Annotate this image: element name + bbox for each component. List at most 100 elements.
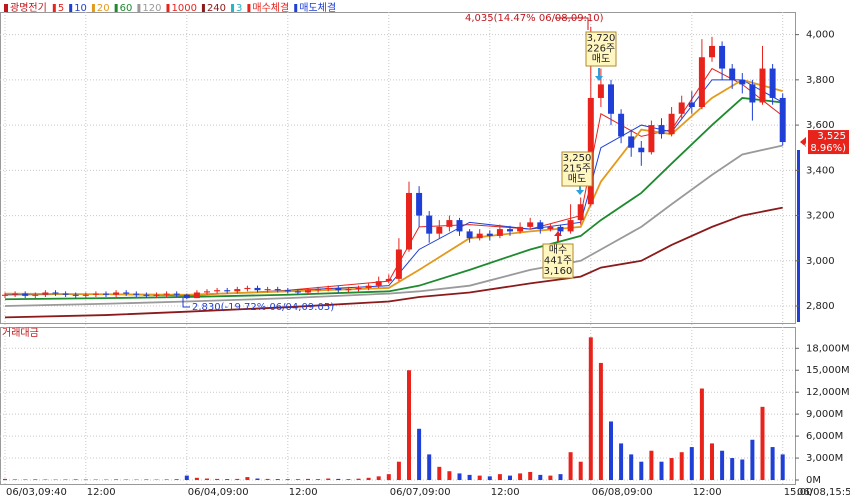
candle-body (52, 292, 59, 294)
candle-body (709, 45, 715, 58)
candle-body (123, 292, 130, 294)
x-tick-label: 12:00 (87, 487, 116, 498)
volume-bar (43, 479, 48, 480)
candle-body (749, 84, 756, 103)
trade-text: 매도 (592, 53, 610, 65)
candle-body (22, 293, 29, 296)
low-note-line (182, 298, 190, 308)
volume-bar (598, 362, 603, 480)
volume-bar (194, 477, 199, 480)
candle-body (537, 222, 544, 230)
y-tick-label: 3,000M (806, 453, 843, 464)
candle-body (517, 226, 524, 232)
volume-label: 거래대금 (2, 327, 39, 339)
candle-body (82, 294, 89, 296)
volume-bar (558, 474, 563, 480)
volume-bar (609, 421, 613, 480)
volume-bar (386, 474, 391, 480)
price-panel (0, 12, 796, 324)
volume-bar (114, 479, 119, 480)
volume-bar (750, 439, 755, 480)
y-tick-label: 3,600 (806, 120, 835, 131)
legend-label: 20 (97, 3, 110, 14)
trade-text: 3,160 (544, 266, 573, 277)
legend-label: 매도체결 (299, 2, 336, 14)
volume-bar (13, 479, 18, 480)
candle-body (224, 290, 231, 292)
legend-marker (4, 4, 8, 12)
legend-swatch (69, 4, 73, 12)
volume-bar (457, 473, 462, 480)
volume-bar (306, 478, 310, 480)
candle-body (42, 292, 49, 295)
volume-bar (639, 461, 644, 480)
legend-label: 3 (236, 3, 242, 14)
candle-body (234, 289, 241, 292)
volume-bar (679, 452, 684, 480)
candle-body (214, 290, 221, 292)
volume-bar (780, 454, 785, 480)
volume-bar (528, 471, 533, 480)
candle-body (507, 229, 513, 232)
candle-body (486, 233, 493, 236)
volume-bar (346, 479, 351, 480)
volume-bar (477, 475, 482, 480)
candle-body (476, 233, 483, 239)
y-tick-label: 9,000M (806, 409, 843, 420)
sell-arrow (576, 182, 584, 195)
y-tick-label: 18,000M (806, 343, 850, 354)
current-change: ( 8.96%) (803, 143, 846, 154)
candle-body (153, 294, 160, 296)
volume-bar (649, 450, 654, 480)
x-tick-label: 15:00 (784, 487, 813, 498)
legend-swatch (166, 4, 170, 12)
candle-body (648, 125, 655, 153)
candle-body (678, 102, 685, 114)
legend-label: 10 (74, 3, 87, 14)
volume-bar (619, 443, 624, 480)
candle-body (456, 220, 463, 232)
high-note-line (555, 17, 589, 30)
candle-body (143, 294, 150, 296)
buy-arrow (554, 231, 562, 242)
volume-bar (427, 454, 432, 480)
volume-bar (336, 478, 341, 480)
high-note: 4,035(14.47% 06/08,09:10) (465, 13, 604, 24)
candle-body (628, 136, 635, 148)
candle-body (759, 68, 766, 103)
candle-body (608, 84, 614, 114)
x-tick-label: 06/03,09:40 (6, 487, 67, 498)
legend-swatch (294, 4, 298, 12)
x-tick-label: 12:00 (289, 487, 318, 498)
candle-body (496, 229, 503, 236)
candle-body (416, 192, 423, 216)
current-marker (800, 137, 806, 148)
legend-swatch (231, 4, 235, 12)
low-note: 2,830(-19.72% 06/04,09:05) (192, 302, 334, 313)
y-tick-label: 0M (806, 475, 821, 486)
candle-body (2, 294, 8, 296)
moving-average (4, 206, 783, 319)
volume-bar (396, 461, 401, 480)
trade-text: 441주 (544, 256, 572, 267)
y-tick-label: 3,200 (806, 211, 835, 222)
candle-body (173, 293, 180, 295)
candle-body (406, 192, 412, 250)
moving-average (4, 78, 783, 296)
volume-bar (417, 428, 422, 480)
current-box (808, 130, 849, 155)
volume-bar (356, 478, 361, 480)
y-tick-label: 3,400 (806, 165, 835, 176)
trade-text: 매수 (549, 244, 567, 256)
candle-body (92, 293, 99, 295)
candle-body (345, 289, 352, 291)
legend-swatch (91, 4, 95, 12)
volume-bar (245, 477, 250, 480)
candle-body (183, 294, 190, 299)
candle-body (284, 290, 291, 292)
candle-body (769, 68, 776, 98)
candle-body (739, 79, 746, 85)
volume-bar (144, 479, 149, 480)
